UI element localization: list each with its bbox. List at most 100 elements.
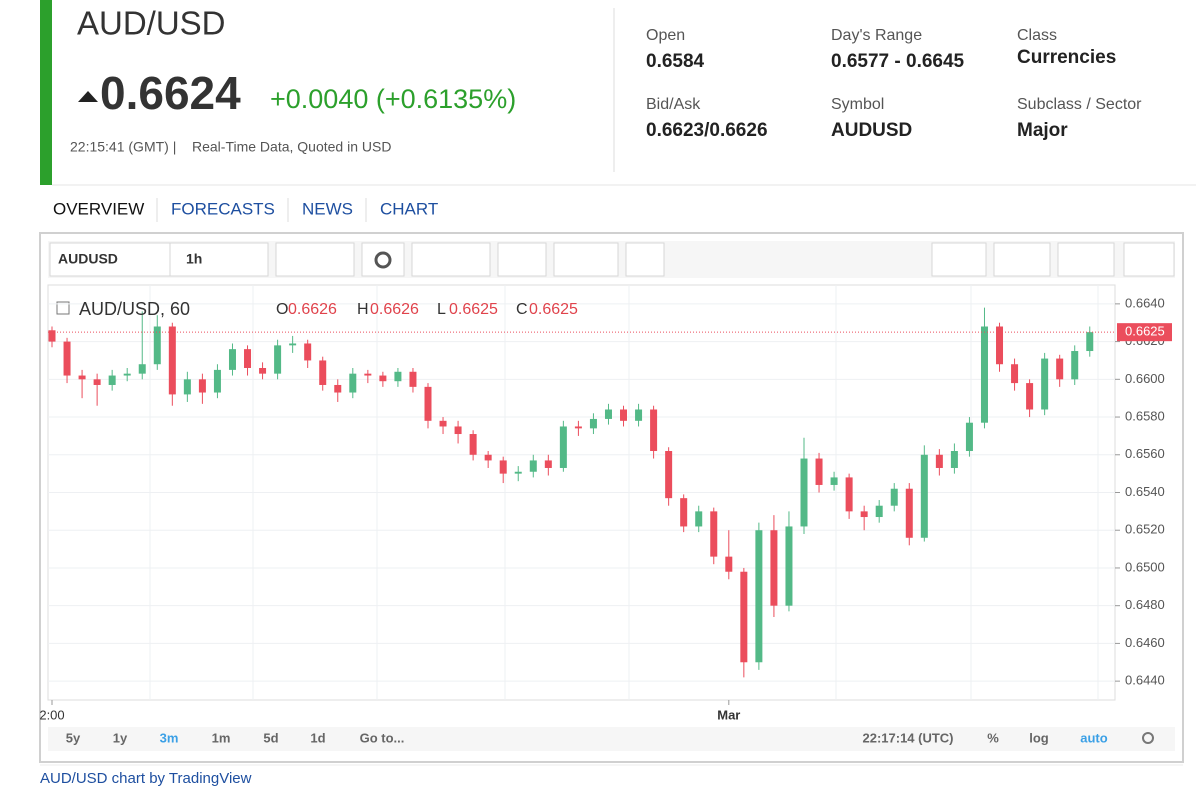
undo-redo[interactable] (553, 242, 619, 277)
candle-body (725, 556, 733, 572)
chart-style-button[interactable] (275, 242, 355, 277)
stat-value: 0.6623/0.6626 (646, 120, 768, 141)
candle-body (770, 530, 778, 606)
indicators-button[interactable] (411, 242, 491, 277)
candle-body (905, 488, 913, 538)
candle-body (665, 451, 673, 499)
candle-body (454, 426, 462, 435)
candle-body (319, 360, 327, 385)
save-button[interactable] (1057, 242, 1115, 277)
popout-button[interactable] (1123, 242, 1175, 277)
gear-icon (374, 251, 392, 269)
compare-button[interactable] (497, 242, 547, 277)
legend-key: H (357, 301, 369, 318)
candle-body (935, 454, 943, 468)
range-button[interactable]: 5y (66, 730, 81, 745)
range-button[interactable]: 1d (310, 730, 325, 745)
candle-body (544, 460, 552, 468)
candle-body (620, 409, 628, 421)
y-tick-label: 0.6500 (1125, 559, 1165, 574)
candle-body (1071, 351, 1079, 380)
candle-body (1056, 358, 1064, 380)
range-button[interactable]: Go to... (360, 730, 405, 745)
candle-body (890, 488, 898, 506)
range-button[interactable]: 3m (160, 730, 179, 745)
candle-body (93, 379, 101, 385)
candle-body (785, 526, 793, 606)
legend-key: L (437, 301, 446, 318)
candle-body (274, 345, 282, 374)
candle-body (800, 458, 808, 527)
candle-body (815, 458, 823, 485)
symbol-box[interactable] (49, 242, 171, 277)
tab[interactable]: NEWS (302, 199, 353, 218)
up-arrow (78, 91, 98, 102)
stat-label: Day's Range (831, 27, 922, 44)
stat-value: AUDUSD (831, 120, 912, 141)
stat-value: 0.6584 (646, 51, 705, 72)
candle-body (604, 409, 612, 419)
candle-body (740, 571, 748, 663)
candle-body (1026, 383, 1034, 410)
candle-body (304, 343, 312, 361)
candle-body (755, 530, 763, 663)
candle-body (198, 379, 206, 393)
y-tick-label: 0.6440 (1125, 673, 1165, 688)
legend-key: C (516, 301, 528, 318)
candle-body (635, 409, 643, 421)
candle-body (409, 371, 417, 387)
candle-body (1086, 332, 1094, 352)
range-bar (48, 727, 1175, 751)
candle-body (695, 511, 703, 527)
snapshot-button[interactable] (931, 242, 987, 277)
candle-body (589, 418, 597, 429)
tab[interactable]: CHART (380, 199, 438, 218)
candle-body (1011, 364, 1019, 384)
y-tick-label: 0.6560 (1125, 446, 1165, 461)
stat-value: 0.6577 - 0.6645 (831, 51, 965, 72)
status-log[interactable]: log (1029, 730, 1049, 745)
candle-body (710, 511, 718, 557)
stat-value: Currencies (1017, 47, 1116, 68)
candle-body (1041, 358, 1049, 410)
range-button[interactable]: 1m (212, 730, 231, 745)
tab[interactable]: OVERVIEW (53, 199, 144, 218)
accent-bar (40, 0, 52, 185)
range-button[interactable]: 1y (113, 730, 128, 745)
y-tick-label: 0.6460 (1125, 635, 1165, 650)
collapse-icon (56, 301, 70, 315)
tab[interactable]: FORECASTS (171, 199, 275, 218)
candle-body (965, 422, 973, 451)
load-button[interactable] (993, 242, 1051, 277)
price: 0.6624 (100, 67, 241, 119)
legend-value: 0.6626 (288, 301, 337, 318)
interval: 1h (186, 251, 202, 267)
y-tick-label: 0.6580 (1125, 408, 1165, 423)
legend-value: 0.6625 (449, 301, 498, 318)
candle-body (499, 460, 507, 474)
settings-button[interactable] (361, 242, 405, 277)
candle-body (108, 375, 116, 385)
interval-button[interactable] (169, 242, 269, 277)
stat-label: Symbol (831, 96, 884, 113)
candle-body (349, 373, 357, 393)
instrument-title: AUD/USD (77, 5, 226, 42)
last-price-tag (1117, 323, 1172, 342)
status-percent[interactable]: % (987, 730, 999, 745)
candle-body (529, 460, 537, 472)
x-tick-label: Mar (717, 707, 740, 722)
candle-body (123, 373, 131, 376)
candle-body (153, 326, 161, 365)
x-tick-label: 2:00 (39, 707, 64, 722)
fullscreen-button[interactable] (625, 242, 665, 277)
y-tick-label: 0.6480 (1125, 597, 1165, 612)
candle-body (289, 343, 297, 346)
candle-body (424, 386, 432, 421)
candle-body (680, 498, 688, 527)
y-tick-label: 0.6540 (1125, 484, 1165, 499)
status-auto[interactable]: auto (1080, 730, 1108, 745)
range-button[interactable]: 5d (263, 730, 278, 745)
settings-icon[interactable] (1142, 732, 1154, 744)
attribution-link[interactable]: AUD/USD chart by TradingView (40, 770, 252, 787)
price-change: +0.0040 (+0.6135%) (270, 84, 516, 114)
